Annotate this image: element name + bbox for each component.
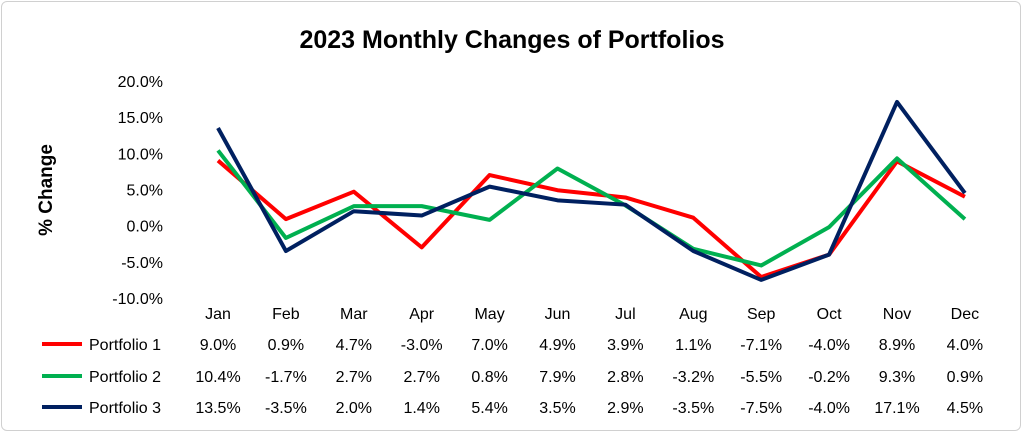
data-table-cell: -3.5% (672, 400, 714, 417)
x-tick-label: Nov (883, 306, 911, 323)
y-tick-label: 20.0% (118, 74, 163, 91)
data-table-cell: 17.1% (874, 400, 919, 417)
data-table-cell: 4.0% (947, 337, 983, 354)
data-table-cell: 4.5% (947, 400, 983, 417)
x-tick-label: Apr (409, 306, 435, 323)
y-tick-label: 10.0% (118, 146, 163, 163)
data-table-cell: 2.0% (336, 400, 372, 417)
data-table-cell: 10.4% (195, 369, 240, 386)
data-table-cell: 5.4% (471, 400, 507, 417)
data-table-cell: 3.9% (607, 337, 643, 354)
data-table-cell: -7.1% (740, 337, 782, 354)
data-table-cell: 2.8% (607, 369, 643, 386)
data-table-cell: 7.9% (539, 369, 575, 386)
data-table-cell: -3.5% (265, 400, 307, 417)
data-table-cell: 1.4% (403, 400, 439, 417)
x-tick-label: Feb (272, 306, 300, 323)
data-table-cell: 7.0% (471, 337, 507, 354)
data-table-cell: 4.7% (336, 337, 372, 354)
x-tick-label: Jul (615, 306, 635, 323)
data-table-cell: 3.5% (539, 400, 575, 417)
x-tick-label: Sep (747, 306, 776, 323)
data-table-cell: 9.0% (200, 337, 236, 354)
x-tick-label: Mar (340, 306, 368, 323)
data-table-cell: 2.7% (336, 369, 372, 386)
x-tick-label: Jun (545, 306, 571, 323)
data-table-cell: 8.9% (879, 337, 915, 354)
y-axis-label: % Change (36, 144, 57, 236)
data-table-cell: -4.0% (808, 337, 850, 354)
data-table-cell: 0.8% (471, 369, 507, 386)
data-table-cell: 9.3% (879, 369, 915, 386)
y-tick-label: -10.0% (112, 291, 163, 308)
series-line-2 (216, 149, 967, 268)
data-table-cell: 2.9% (607, 400, 643, 417)
data-table-cell: 0.9% (947, 369, 983, 386)
legend-label: Portfolio 2 (89, 369, 161, 386)
x-tick-label: Aug (679, 306, 707, 323)
chart-title: 2023 Monthly Changes of Portfolios (299, 26, 724, 54)
legend-label: Portfolio 3 (89, 400, 161, 417)
y-tick-label: 15.0% (118, 110, 163, 127)
data-table-cell: 0.9% (268, 337, 304, 354)
data-table-cell: -3.2% (672, 369, 714, 386)
series-line-1 (216, 159, 966, 280)
data-table-cell: -3.0% (401, 337, 443, 354)
data-table-cell: -7.5% (740, 400, 782, 417)
x-tick-label: Dec (951, 306, 979, 323)
data-table-cell: -1.7% (265, 369, 307, 386)
x-tick-label: Jan (205, 306, 231, 323)
x-tick-label: Oct (817, 306, 842, 323)
data-table-cell: 1.1% (675, 337, 711, 354)
data-table-cell: -4.0% (808, 400, 850, 417)
x-tick-label: May (474, 306, 504, 323)
y-tick-label: -5.0% (121, 255, 163, 272)
data-table-cell: 4.9% (539, 337, 575, 354)
data-table-cell: -0.2% (808, 369, 850, 386)
data-table-cell: 2.7% (403, 369, 439, 386)
data-table-cell: 13.5% (195, 400, 240, 417)
y-tick-label: 5.0% (127, 183, 163, 200)
y-tick-label: 0.0% (127, 219, 163, 236)
legend-label: Portfolio 1 (89, 337, 161, 354)
series-line-3 (216, 99, 967, 282)
data-table-cell: -5.5% (740, 369, 782, 386)
